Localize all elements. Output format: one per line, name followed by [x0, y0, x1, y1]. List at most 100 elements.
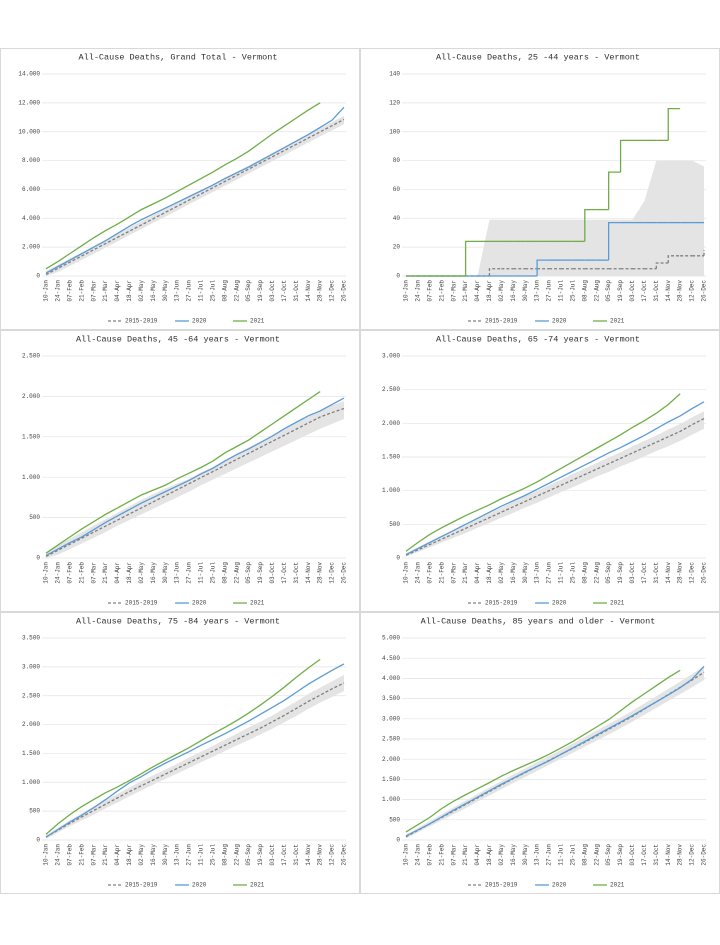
series-step [619, 139, 633, 173]
x-tick-label: 25-Jul [569, 280, 576, 302]
x-tick-label: 21-Feb [438, 844, 445, 866]
x-tick-label: 14-Nov [665, 562, 672, 584]
x-tick-label: 17-Oct [281, 280, 288, 302]
x-tick-label: 03-Oct [269, 844, 276, 866]
y-tick-label: 5.000 [382, 635, 400, 642]
x-tick-label: 17-Oct [641, 280, 648, 302]
series-line [405, 665, 705, 837]
chart-title: All-Cause Deaths, Grand Total - Vermont [79, 52, 278, 62]
x-tick-label: 13-Jun [174, 280, 181, 302]
x-tick-label: 04-Apr [474, 280, 481, 302]
x-tick-label: 25-Jul [209, 844, 216, 866]
x-tick-label: 28-Nov [677, 844, 684, 866]
legend-label: 2015-2019 [485, 600, 518, 607]
series-step [607, 221, 621, 261]
x-tick-label: 18-Apr [126, 562, 133, 584]
legend-label: 2021 [610, 882, 625, 889]
y-tick-label: 120 [389, 99, 400, 106]
x-tick-label: 07-Feb [426, 280, 433, 302]
y-tick-label: 40 [393, 215, 401, 222]
x-tick-label: 07-Mar [90, 844, 97, 866]
legend-label: 2020 [552, 318, 567, 325]
x-tick-label: 13-Jun [534, 562, 541, 584]
x-tick-label: 04-Apr [114, 562, 121, 584]
series-line [405, 393, 681, 552]
x-tick-label: 21-Mar [462, 844, 469, 866]
x-tick-label: 08-Aug [221, 280, 228, 302]
x-tick-label: 02-May [498, 562, 505, 584]
x-tick-label: 24-Jan [54, 562, 61, 584]
series-step [584, 208, 597, 242]
series-line [405, 669, 681, 833]
x-tick-label: 28-Nov [317, 280, 324, 302]
chart-title: All-Cause Deaths, 45 -64 years - Vermont [76, 334, 280, 344]
y-tick-label: 1.500 [382, 776, 400, 783]
series-step [488, 268, 502, 276]
x-tick-label: 03-Oct [269, 280, 276, 302]
x-tick-label: 28-Nov [677, 280, 684, 302]
x-tick-label: 19-Sep [617, 280, 624, 302]
y-tick-label: 2.000 [22, 721, 40, 728]
x-tick-label: 25-Jul [569, 562, 576, 584]
legend-label: 2020 [552, 882, 567, 889]
range-band [406, 411, 704, 557]
y-tick-label: 0 [396, 837, 400, 844]
series-step [607, 171, 621, 210]
x-tick-label: 03-Oct [269, 562, 276, 584]
x-tick-label: 17-Oct [641, 562, 648, 584]
series-line [45, 663, 345, 838]
x-tick-label: 21-Mar [102, 562, 109, 584]
x-tick-label: 25-Jul [209, 280, 216, 302]
x-tick-label: 16-May [150, 280, 157, 302]
series-step [536, 259, 550, 276]
x-tick-label: 18-Apr [126, 844, 133, 866]
x-tick-label: 21-Feb [78, 562, 85, 584]
x-tick-label: 08-Aug [581, 844, 588, 866]
x-tick-label: 05-Sep [245, 280, 252, 302]
x-tick-label: 11-Jul [198, 844, 205, 866]
series-line [405, 401, 705, 556]
x-tick-label: 03-Oct [629, 280, 636, 302]
y-tick-label: 0 [396, 555, 400, 562]
series-line [45, 118, 345, 276]
x-tick-label: 16-May [510, 280, 517, 302]
x-tick-label: 19-Sep [617, 844, 624, 866]
x-tick-label: 25-Jul [569, 844, 576, 866]
x-tick-label: 11-Jul [558, 562, 565, 584]
x-tick-label: 05-Sep [245, 562, 252, 584]
x-tick-label: 28-Nov [317, 844, 324, 866]
x-tick-label: 27-Jun [546, 280, 553, 302]
range-band [46, 401, 344, 558]
x-tick-label: 27-Jun [186, 280, 193, 302]
x-tick-label: 04-Apr [474, 562, 481, 584]
y-tick-label: 80 [393, 157, 401, 164]
x-tick-label: 02-May [138, 562, 145, 584]
legend-label: 2015-2019 [125, 318, 158, 325]
series-line [45, 658, 321, 835]
panel [0, 48, 360, 330]
x-tick-label: 21-Feb [78, 844, 85, 866]
x-tick-label: 16-May [150, 562, 157, 584]
x-tick-label: 05-Sep [605, 562, 612, 584]
x-tick-label: 31-Oct [653, 562, 660, 584]
x-tick-label: 16-May [510, 562, 517, 584]
x-tick-label: 14-Nov [665, 844, 672, 866]
panel [0, 612, 360, 894]
y-tick-label: 3.500 [22, 635, 40, 642]
y-tick-label: 500 [389, 521, 400, 528]
x-tick-label: 30-May [162, 280, 169, 302]
x-tick-label: 30-May [162, 844, 169, 866]
x-tick-label: 30-May [522, 280, 529, 302]
y-tick-label: 1.500 [22, 750, 40, 757]
legend-label: 2021 [610, 318, 625, 325]
x-tick-label: 14-Nov [665, 280, 672, 302]
x-tick-label: 07-Mar [450, 562, 457, 584]
y-tick-label: 3.000 [382, 353, 400, 360]
x-tick-label: 12-Dec [329, 562, 336, 584]
y-tick-label: 2.500 [382, 386, 400, 393]
y-tick-label: 8.000 [22, 157, 40, 164]
x-tick-label: 26-Dec [341, 844, 348, 866]
x-tick-label: 31-Oct [293, 280, 300, 302]
x-tick-label: 11-Jul [558, 280, 565, 302]
